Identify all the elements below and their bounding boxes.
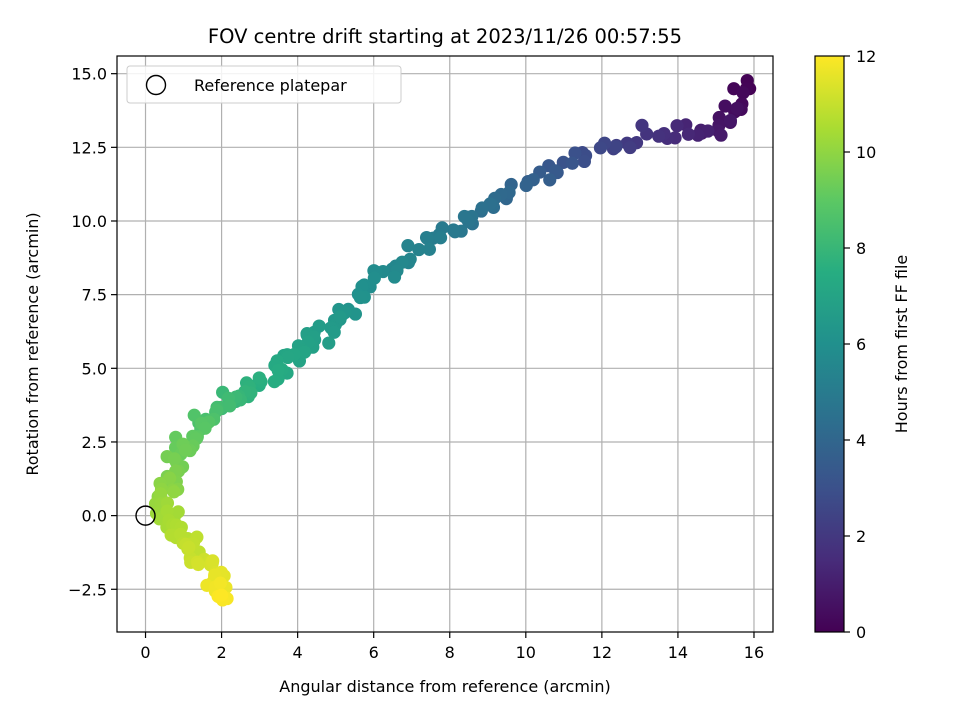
data-point (723, 113, 738, 128)
legend: Reference platepar (126, 65, 402, 104)
x-tick-label: 14 (668, 643, 688, 662)
data-point (422, 242, 437, 256)
colorbar-tick-label: 8 (856, 239, 866, 258)
y-tick-label: 7.5 (82, 286, 107, 305)
data-point (623, 140, 637, 155)
grid-lines (117, 56, 773, 632)
plot-frame (116, 55, 774, 633)
data-point (214, 588, 229, 602)
x-tick-label: 4 (293, 643, 303, 662)
data-point (446, 223, 461, 237)
y-axis-ticks: −2.5 0.0 2.5 5.0 7.5 10.0 12.5 15.0 (68, 65, 117, 599)
data-point (401, 239, 415, 253)
data-point (333, 310, 347, 324)
data-point (171, 505, 185, 519)
x-tick-label: 6 (369, 643, 379, 662)
data-point (701, 124, 715, 138)
data-point (420, 231, 434, 246)
data-point (565, 156, 579, 170)
legend-box (126, 65, 402, 104)
data-point (593, 141, 608, 155)
data-point (353, 290, 367, 305)
data-point (736, 86, 750, 100)
y-tick-label: 0.0 (82, 507, 107, 526)
data-point (267, 374, 281, 389)
colorbar-tick-label: 12 (856, 47, 876, 66)
legend-marker-icon (145, 74, 167, 96)
legend-entry-label: Reference platepar (194, 76, 347, 95)
y-axis-label: Rotation from reference (arcmin) (23, 212, 42, 475)
x-tick-label: 2 (216, 643, 226, 662)
x-axis-label: Angular distance from reference (arcmin) (279, 677, 610, 696)
y-tick-label: 12.5 (71, 138, 107, 157)
colorbar-ticks: 0 2 4 6 8 10 12 (844, 47, 876, 642)
y-tick-label: 15.0 (71, 65, 107, 84)
data-point (652, 129, 666, 143)
data-point (730, 101, 744, 115)
data-point (543, 173, 557, 187)
x-tick-label: 12 (592, 643, 612, 662)
data-point (297, 345, 312, 359)
colorbar-tick-label: 0 (856, 623, 866, 642)
data-point (327, 325, 341, 339)
y-tick-label: 10.0 (71, 212, 107, 231)
data-point (635, 118, 649, 133)
x-tick-label: 0 (140, 643, 150, 662)
data-point (691, 128, 705, 142)
colorbar (814, 55, 845, 633)
data-point (714, 128, 728, 142)
colorbar-tick-label: 6 (856, 335, 866, 354)
data-point (568, 146, 582, 160)
y-tick-label: 2.5 (82, 433, 107, 452)
data-point (681, 127, 696, 141)
y-tick-label: 5.0 (82, 359, 107, 378)
data-point (178, 443, 193, 457)
data-point (198, 421, 212, 435)
colorbar-label: Hours from first FF file (892, 255, 911, 434)
data-point (213, 576, 227, 590)
data-point (312, 319, 326, 333)
data-point (609, 140, 623, 154)
x-axis-ticks: 0 2 4 6 8 10 12 14 16 (140, 632, 764, 662)
data-point (457, 209, 472, 224)
colorbar-tick-label: 4 (856, 431, 866, 450)
x-tick-label: 16 (744, 643, 764, 662)
x-tick-label: 8 (445, 643, 455, 662)
colorbar-tick-label: 10 (856, 143, 876, 162)
data-point (206, 554, 220, 568)
scatter-points (148, 73, 757, 607)
x-tick-label: 10 (516, 643, 536, 662)
data-point (577, 154, 591, 169)
data-point (412, 242, 426, 257)
data-point (281, 350, 295, 365)
data-point (167, 485, 181, 499)
data-point (182, 540, 196, 554)
data-point (367, 271, 381, 285)
data-point (322, 336, 336, 350)
data-point (348, 307, 363, 321)
data-point (670, 119, 684, 133)
data-point (433, 231, 448, 245)
data-point (718, 99, 732, 113)
data-point (252, 371, 266, 385)
data-point (475, 201, 489, 215)
data-point (223, 399, 237, 413)
data-point (519, 178, 533, 193)
chart-title: FOV centre drift starting at 2023/11/26 … (208, 25, 682, 48)
data-point (167, 452, 182, 466)
data-point (387, 270, 402, 284)
y-tick-label: −2.5 (68, 580, 107, 599)
data-point (271, 363, 285, 378)
reference-platepar-marker (135, 505, 156, 526)
data-point (153, 487, 168, 501)
colorbar-tick-label: 2 (856, 527, 866, 546)
data-point (191, 557, 205, 572)
